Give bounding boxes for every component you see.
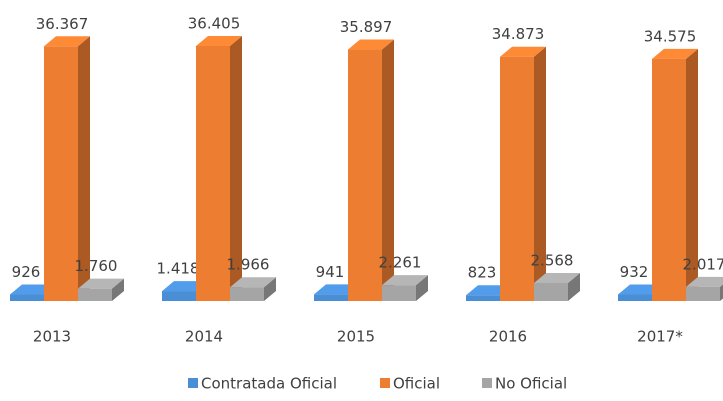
bar-side — [264, 277, 276, 301]
legend-label: Contratada Oficial — [201, 375, 337, 393]
bar-side — [416, 275, 428, 301]
data-label: 1.760 — [75, 257, 118, 275]
data-label: 34.575 — [644, 27, 697, 45]
x-tick-label: 2017* — [637, 328, 683, 346]
legend-swatch — [188, 378, 198, 388]
bar — [686, 286, 720, 301]
bar — [44, 46, 78, 301]
bar — [618, 294, 652, 301]
bar-side — [568, 273, 580, 301]
bar — [466, 295, 500, 301]
bar-top — [78, 278, 124, 289]
data-label: 2.568 — [531, 252, 574, 270]
bar — [230, 287, 264, 301]
bar-top — [500, 46, 546, 57]
data-label: 1.418 — [157, 260, 200, 278]
bar-side — [230, 36, 242, 301]
data-label: 35.897 — [340, 18, 393, 36]
bar-top — [348, 39, 394, 50]
x-tick-label: 2013 — [33, 328, 71, 346]
bar-side — [78, 36, 90, 301]
bar-side — [534, 46, 546, 301]
data-label: 1.966 — [227, 256, 270, 274]
legend-swatch — [380, 378, 390, 388]
data-label: 36.367 — [36, 15, 89, 33]
x-tick-label: 2015 — [337, 328, 375, 346]
data-label: 932 — [620, 263, 649, 281]
bar-top — [44, 36, 90, 47]
bar — [348, 49, 382, 301]
x-tick-label: 2014 — [185, 328, 223, 346]
bar-side — [382, 39, 394, 302]
data-label: 2.261 — [379, 254, 422, 272]
data-label: 34.873 — [492, 25, 545, 43]
bar-side — [686, 48, 698, 301]
data-label: 926 — [12, 263, 41, 281]
bar-top — [686, 276, 723, 287]
legend-label: No Oficial — [495, 375, 567, 393]
bar — [162, 291, 196, 301]
bar-top — [382, 275, 428, 286]
bar-top — [230, 277, 276, 288]
bar — [314, 294, 348, 301]
data-label: 2.017 — [683, 255, 723, 273]
x-tick-label: 2016 — [489, 328, 527, 346]
bar-top — [534, 273, 580, 284]
bar-top — [196, 36, 242, 46]
bar — [196, 46, 230, 301]
bar — [652, 58, 686, 301]
legend-swatch — [482, 378, 492, 388]
data-label: 823 — [468, 264, 497, 282]
data-label: 941 — [316, 263, 345, 281]
bar-top — [652, 48, 698, 59]
bar — [78, 288, 112, 301]
bar-side — [112, 278, 124, 301]
bar — [534, 283, 568, 301]
bar — [500, 56, 534, 301]
data-label: 36.405 — [188, 15, 241, 33]
bar-side — [720, 284, 723, 301]
legend-label: Oficial — [393, 375, 440, 393]
bar — [10, 294, 44, 301]
bar — [382, 285, 416, 301]
